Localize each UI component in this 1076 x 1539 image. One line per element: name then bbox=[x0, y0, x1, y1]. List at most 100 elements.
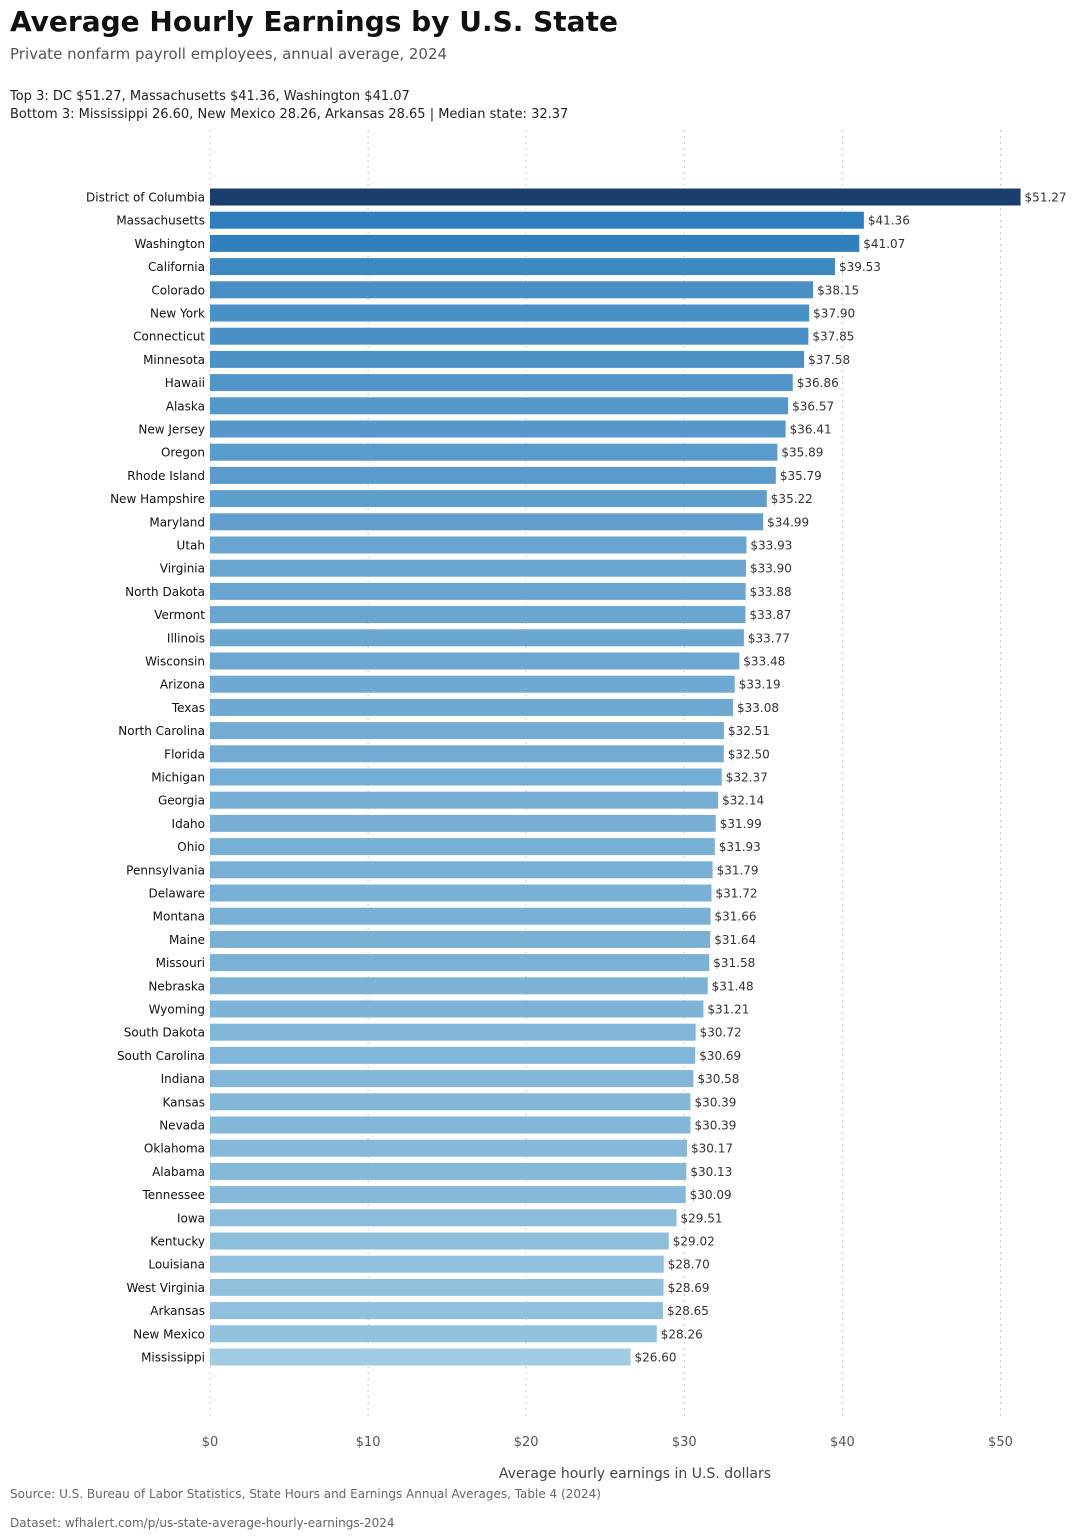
value-label: $41.36 bbox=[868, 214, 910, 228]
category-label: Maine bbox=[169, 933, 205, 947]
x-tick-label: $10 bbox=[356, 1435, 381, 1450]
value-label: $29.02 bbox=[673, 1235, 715, 1249]
value-label: $31.58 bbox=[713, 956, 755, 970]
category-label: Massachusetts bbox=[116, 214, 205, 228]
bar bbox=[210, 606, 746, 624]
category-label: Wyoming bbox=[149, 1003, 205, 1017]
bar bbox=[210, 1023, 696, 1041]
category-label: Georgia bbox=[158, 794, 205, 808]
bar bbox=[210, 258, 835, 276]
value-label: $30.13 bbox=[690, 1165, 732, 1179]
bar bbox=[210, 629, 744, 647]
category-label: Oklahoma bbox=[144, 1142, 205, 1156]
bar bbox=[210, 559, 746, 577]
category-label: North Carolina bbox=[118, 724, 205, 738]
value-label: $39.53 bbox=[839, 260, 881, 274]
value-label: $30.39 bbox=[694, 1095, 736, 1109]
bar bbox=[210, 420, 786, 438]
bar bbox=[210, 1232, 669, 1250]
bar bbox=[210, 281, 814, 299]
bottom-three-annotation: Bottom 3: Mississippi 26.60, New Mexico … bbox=[10, 107, 569, 122]
value-label: $30.58 bbox=[697, 1072, 739, 1086]
dataset-note: Dataset: wfhalert.com/p/us-state-average… bbox=[10, 1516, 395, 1530]
value-label: $30.69 bbox=[699, 1049, 741, 1063]
value-label: $31.99 bbox=[720, 817, 762, 831]
value-labels: $51.27 $41.36 $41.07 $39.53 $38.15 $37.90 $37.… bbox=[635, 191, 1067, 1365]
value-label: $51.27 bbox=[1025, 191, 1067, 205]
bar bbox=[210, 582, 746, 600]
x-axis-ticks: $0 $10 $20 $30 $40 $50 bbox=[202, 1435, 1013, 1450]
category-label: Wisconsin bbox=[145, 655, 205, 669]
bar bbox=[210, 1302, 663, 1320]
category-label: Illinois bbox=[167, 631, 205, 645]
category-label: Washington bbox=[134, 237, 205, 251]
category-label: Alabama bbox=[152, 1165, 205, 1179]
value-label: $26.60 bbox=[635, 1351, 677, 1365]
category-label: Idaho bbox=[172, 817, 205, 831]
bar bbox=[210, 675, 735, 693]
value-label: $33.19 bbox=[739, 678, 781, 692]
bar bbox=[210, 350, 805, 368]
bar bbox=[210, 234, 860, 252]
category-label: Arizona bbox=[160, 678, 205, 692]
bar bbox=[210, 791, 719, 809]
category-label: Hawaii bbox=[165, 376, 205, 390]
bar bbox=[210, 1139, 687, 1157]
category-label: District of Columbia bbox=[86, 191, 205, 205]
grid-lines bbox=[209, 130, 1001, 1420]
bar bbox=[210, 1046, 696, 1064]
x-tick-label: $40 bbox=[830, 1435, 855, 1450]
category-label: Nevada bbox=[159, 1119, 205, 1133]
value-label: $31.72 bbox=[715, 887, 757, 901]
value-label: $33.87 bbox=[749, 608, 791, 622]
bar bbox=[210, 536, 747, 554]
x-axis-label: Average hourly earnings in U.S. dollars bbox=[499, 1466, 771, 1482]
value-label: $35.89 bbox=[781, 446, 823, 460]
category-label: New York bbox=[150, 307, 205, 321]
value-label: $31.48 bbox=[712, 979, 754, 993]
category-label: Virginia bbox=[160, 562, 205, 576]
category-label: Kansas bbox=[163, 1095, 205, 1109]
bar bbox=[210, 211, 864, 229]
value-label: $28.70 bbox=[668, 1258, 710, 1272]
bar bbox=[210, 930, 711, 948]
value-label: $31.64 bbox=[714, 933, 756, 947]
category-label: Minnesota bbox=[143, 353, 205, 367]
chart-title: Average Hourly Earnings by U.S. State bbox=[10, 5, 618, 38]
category-labels: District of Columbia Massachusetts Washing… bbox=[86, 191, 205, 1365]
value-label: $37.58 bbox=[808, 353, 850, 367]
bar bbox=[210, 304, 810, 322]
bar bbox=[210, 1070, 694, 1088]
category-label: Alaska bbox=[166, 399, 205, 413]
category-label: Kentucky bbox=[150, 1235, 205, 1249]
category-label: Rhode Island bbox=[127, 469, 205, 483]
category-label: Florida bbox=[164, 747, 205, 761]
category-label: Pennsylvania bbox=[126, 863, 205, 877]
value-label: $30.72 bbox=[700, 1026, 742, 1040]
bar bbox=[210, 977, 708, 995]
bar bbox=[210, 1325, 657, 1343]
bar bbox=[210, 188, 1021, 206]
value-label: $35.22 bbox=[771, 492, 813, 506]
category-label: Utah bbox=[177, 539, 205, 553]
value-label: $29.51 bbox=[681, 1211, 723, 1225]
category-label: Iowa bbox=[177, 1211, 205, 1225]
value-label: $33.08 bbox=[737, 701, 779, 715]
bar bbox=[210, 907, 711, 925]
category-label: Maryland bbox=[149, 515, 205, 529]
bar bbox=[210, 722, 724, 740]
value-label: $30.09 bbox=[690, 1188, 732, 1202]
category-label: Nebraska bbox=[148, 979, 205, 993]
bar bbox=[210, 768, 722, 786]
x-tick-label: $20 bbox=[514, 1435, 539, 1450]
bar bbox=[210, 1000, 704, 1018]
value-label: $31.79 bbox=[717, 863, 759, 877]
value-label: $33.90 bbox=[750, 562, 792, 576]
bar bbox=[210, 1162, 687, 1180]
category-label: Mississippi bbox=[141, 1351, 205, 1365]
value-label: $33.77 bbox=[748, 631, 790, 645]
value-label: $31.21 bbox=[707, 1003, 749, 1017]
bar bbox=[210, 861, 713, 879]
value-label: $28.69 bbox=[668, 1281, 710, 1295]
